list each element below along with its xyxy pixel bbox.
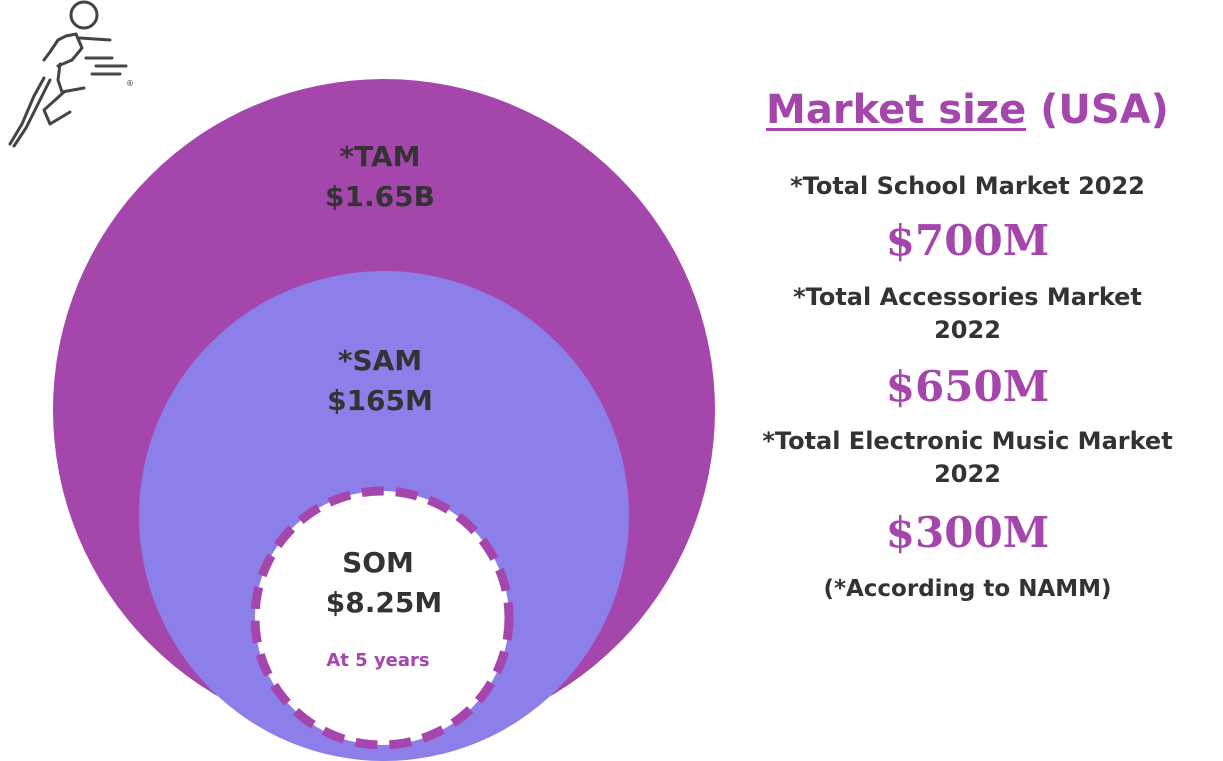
som-circle <box>250 486 514 750</box>
market-value-electronic: $300M <box>885 508 1050 557</box>
som-label: SOM <box>342 546 414 579</box>
market-label-electronic-year: 2022 <box>934 460 1001 488</box>
sam-value: $165M <box>327 384 433 417</box>
tam-value: $1.65B <box>325 180 435 213</box>
market-label-electronic: *Total Electronic Music Market <box>762 427 1173 455</box>
tam-label: *TAM <box>339 140 420 173</box>
source-note: (*According to NAMM) <box>823 576 1112 602</box>
market-size-panel: Market size (USA) *Total School Market 2… <box>740 80 1195 605</box>
market-label-accessories-year: 2022 <box>934 316 1001 344</box>
panel-title: Market size (USA) <box>740 80 1195 140</box>
som-value: $8.25M <box>326 586 442 619</box>
running-figure-logo-icon <box>8 0 128 148</box>
sam-label: *SAM <box>338 344 422 377</box>
market-value-accessories: $650M <box>885 362 1050 411</box>
title-underlined: Market size <box>766 87 1027 133</box>
market-label-school: *Total School Market 2022 <box>790 172 1145 200</box>
som-note: At 5 years <box>326 650 429 671</box>
market-value-school: $700M <box>885 216 1050 265</box>
market-label-accessories: *Total Accessories Market <box>793 283 1142 311</box>
title-region: (USA) <box>1040 87 1169 133</box>
registered-mark: ® <box>126 79 134 88</box>
